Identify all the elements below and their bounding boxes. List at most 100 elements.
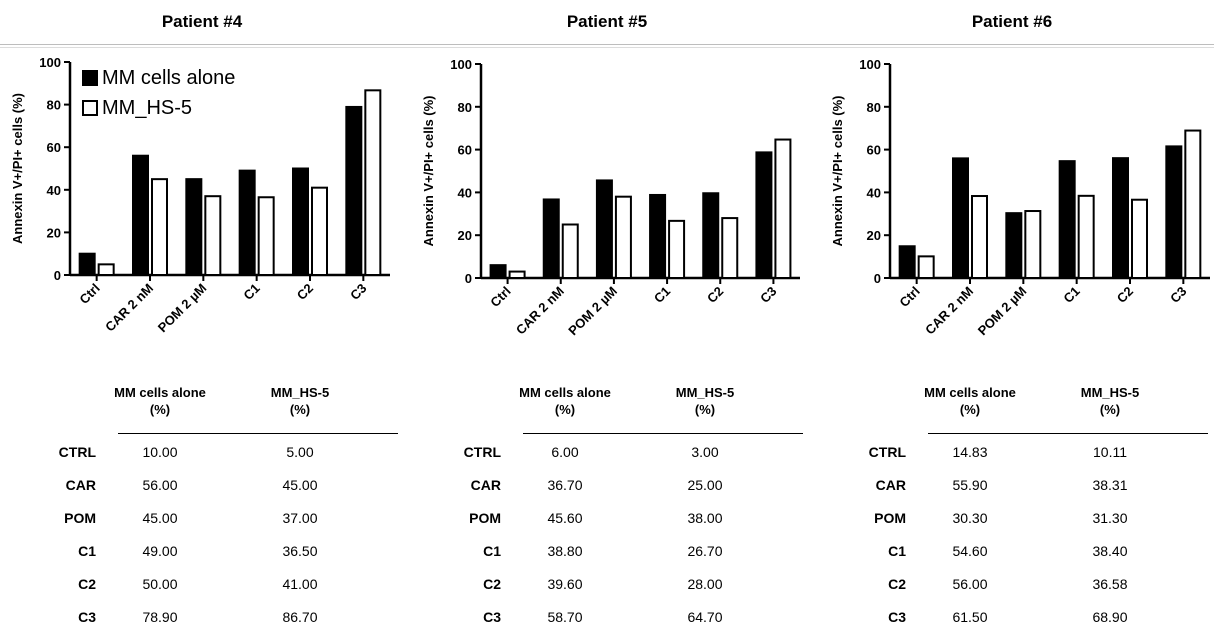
patient-5-panel: Patient #5 0 20 40 60 80 100 Annexin V+/PI+ ce… [405,0,809,632]
bar-mm-cells-alone [649,193,667,279]
bar-mm-cells-alone [345,105,363,277]
bar-mm-cells-alone [1165,145,1183,279]
table-row-label: C2 [483,576,501,592]
x-tick-label: CAR 2 nM [102,281,156,335]
table-cell: 55.90 [952,477,988,493]
table-row-label: C1 [78,543,96,559]
bar-mm-cells-alone [898,245,916,279]
patient-6-bar-chart: 0 20 40 60 80 100 Annexin V+/PI+ cells (%) Ctrl… [830,57,1210,339]
table-cell: 54.60 [952,543,988,559]
table-header-rule [118,433,398,434]
table-row-label: C2 [78,576,96,592]
table-cell: 78.90 [142,609,178,625]
panel-title: Patient #5 [566,12,648,31]
bar-mm-hs5 [364,89,382,277]
table-cell: 14.83 [952,444,988,460]
table-column-header: MM cells alone (%) [114,385,206,417]
x-tick-label: POM 2 µM [975,284,1030,339]
table-cell: 26.70 [687,543,723,559]
bar-mm-hs5 [1131,198,1148,279]
y-tick-label: 40 [47,183,61,198]
table-cell: 49.00 [142,543,178,559]
table-row-label: C3 [483,609,501,625]
bar-mm-cells-alone [78,252,96,276]
x-tick-label: CAR 2 nM [922,284,976,338]
table-row-label: POM [469,510,501,526]
y-tick-label: 20 [47,225,61,240]
bar-mm-cells-alone [132,154,149,276]
bar-mm-hs5 [1077,194,1095,280]
bar-mm-hs5 [311,186,328,276]
table-cell: 38.80 [547,543,583,559]
table-cell: 68.90 [1092,609,1128,625]
panel-title: Patient #6 [971,12,1053,31]
table-cell: 39.60 [547,576,583,592]
legend-item-mm-cells-alone: MM cells alone [82,63,235,93]
x-tick-label: POM 2 µM [155,281,210,336]
table-cell: 56.00 [142,477,178,493]
y-tick-label: 40 [458,185,472,200]
y-tick-label: 0 [874,271,881,286]
table-cell: 38.40 [1092,543,1128,559]
legend-label: MM cells alone [102,66,236,89]
table-cell: 36.58 [1092,576,1128,592]
y-tick-label: 60 [458,143,472,158]
bar-mm-cells-alone [542,198,560,280]
table-row-label: C2 [888,576,906,592]
y-tick-label: 80 [47,98,61,113]
table-cell: 50.00 [142,576,178,592]
table-cell: 31.30 [1092,510,1128,526]
table-row-label: CAR [875,477,906,493]
legend-swatch-open [82,100,98,116]
bar-mm-hs5 [668,219,686,279]
y-axis-label: Annexin V+/PI+ cells (%) [830,96,845,247]
table-cell: 6.00 [551,444,579,460]
table-cell: 3.00 [691,444,719,460]
bar-mm-hs5 [971,195,988,279]
table-column-header: MM_HS-5 (%) [675,385,735,417]
table-cell: 45.60 [547,510,583,526]
x-tick-label: C1 [651,284,673,306]
x-tick-label: C3 [1167,284,1189,306]
bar-mm-cells-alone [702,192,720,279]
table-cell: 56.00 [952,576,988,592]
x-tick-label: Ctrl [76,281,102,307]
bar-mm-hs5 [614,195,632,279]
x-tick-label: C2 [704,284,726,306]
table-row-label: CTRL [868,444,906,460]
table-row-label: C1 [888,543,906,559]
x-tick-label: C3 [757,284,779,306]
x-tick-label: Ctrl [487,284,513,310]
bar-mm-hs5 [774,138,792,279]
bar-mm-hs5 [204,195,222,276]
y-tick-label: 100 [450,57,472,72]
y-tick-label: 60 [47,140,61,155]
bar-mm-hs5 [721,217,739,279]
y-tick-label: 20 [867,228,881,243]
y-tick-label: 60 [867,143,881,158]
table-row-label: CAR [470,477,501,493]
bar-mm-cells-alone [292,167,309,276]
table-column-header: MM_HS-5 (%) [1080,385,1140,417]
x-tick-label: C2 [1114,284,1136,306]
bar-mm-cells-alone [1005,212,1023,280]
bar-mm-cells-alone [238,169,256,276]
bar-mm-cells-alone [489,264,507,280]
table-cell: 37.00 [282,510,318,526]
y-tick-label: 20 [458,228,472,243]
bar-mm-hs5 [1184,129,1202,279]
header-divider [0,44,1214,45]
table-row-label: C3 [888,609,906,625]
bar-mm-hs5 [151,178,168,276]
table-cell: 38.00 [687,510,723,526]
y-tick-label: 40 [867,185,881,200]
table-row-label: C3 [78,609,96,625]
patient-6-panel: Patient #6 0 20 40 60 80 100 Annexin V+/PI+ ce… [810,0,1214,632]
x-tick-label: C1 [240,281,262,303]
table-column-header: MM cells alone (%) [924,385,1016,417]
patient-4-bar-chart: 0 20 40 60 80 100 Annexin V+/PI+ cells (%) Ctrl… [10,55,390,336]
table-header-rule [928,433,1208,434]
bar-mm-hs5 [508,270,526,280]
bar-mm-hs5 [97,263,115,277]
table-cell: 45.00 [142,510,178,526]
